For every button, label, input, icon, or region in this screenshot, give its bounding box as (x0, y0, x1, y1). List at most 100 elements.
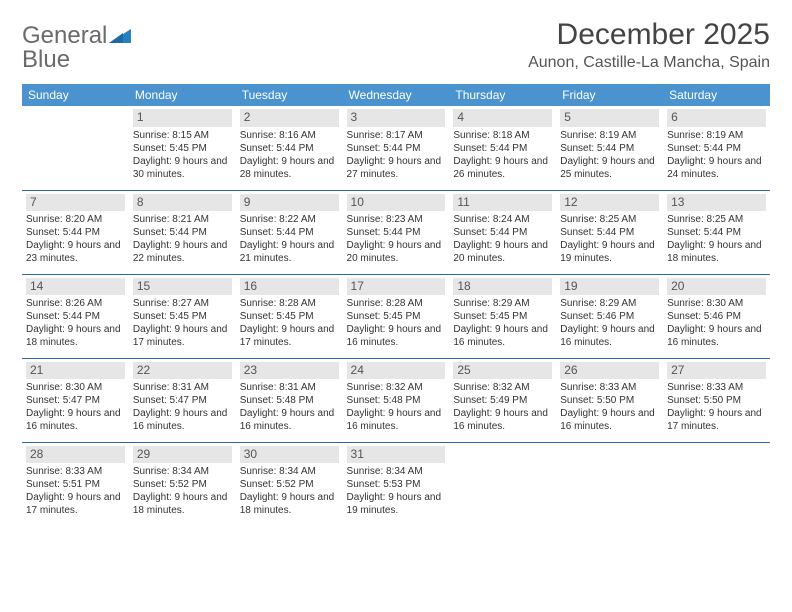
sunset-line: Sunset: 5:50 PM (667, 394, 766, 407)
calendar-table: Sunday Monday Tuesday Wednesday Thursday… (22, 84, 770, 526)
calendar-cell: 18Sunrise: 8:29 AMSunset: 5:45 PMDayligh… (449, 274, 556, 358)
sunrise-line: Sunrise: 8:28 AM (347, 297, 446, 310)
calendar-cell: 15Sunrise: 8:27 AMSunset: 5:45 PMDayligh… (129, 274, 236, 358)
sunset-line: Sunset: 5:44 PM (347, 226, 446, 239)
day-number: 28 (26, 446, 125, 464)
calendar-cell: 13Sunrise: 8:25 AMSunset: 5:44 PMDayligh… (663, 190, 770, 274)
day-header: Thursday (449, 84, 556, 106)
sunset-line: Sunset: 5:48 PM (347, 394, 446, 407)
sunrise-line: Sunrise: 8:15 AM (133, 129, 232, 142)
sunset-line: Sunset: 5:44 PM (240, 226, 339, 239)
day-number: 29 (133, 446, 232, 464)
day-number: 25 (453, 362, 552, 380)
calendar-cell: 1Sunrise: 8:15 AMSunset: 5:45 PMDaylight… (129, 106, 236, 190)
sunset-line: Sunset: 5:52 PM (240, 478, 339, 491)
sunrise-line: Sunrise: 8:22 AM (240, 213, 339, 226)
sunrise-line: Sunrise: 8:32 AM (347, 381, 446, 394)
calendar-cell: 27Sunrise: 8:33 AMSunset: 5:50 PMDayligh… (663, 358, 770, 442)
calendar-cell: 30Sunrise: 8:34 AMSunset: 5:52 PMDayligh… (236, 442, 343, 526)
sunrise-line: Sunrise: 8:31 AM (133, 381, 232, 394)
sunrise-line: Sunrise: 8:29 AM (560, 297, 659, 310)
sunset-line: Sunset: 5:44 PM (667, 226, 766, 239)
day-number: 16 (240, 278, 339, 296)
day-number: 7 (26, 194, 125, 212)
calendar-cell (449, 442, 556, 526)
day-number: 23 (240, 362, 339, 380)
day-number: 20 (667, 278, 766, 296)
sunset-line: Sunset: 5:45 PM (347, 310, 446, 323)
sunset-line: Sunset: 5:45 PM (453, 310, 552, 323)
header: General Blue December 2025 Aunon, Castil… (22, 18, 770, 72)
sunrise-line: Sunrise: 8:26 AM (26, 297, 125, 310)
day-number: 11 (453, 194, 552, 212)
sunset-line: Sunset: 5:47 PM (26, 394, 125, 407)
sunset-line: Sunset: 5:44 PM (453, 142, 552, 155)
sunrise-line: Sunrise: 8:34 AM (133, 465, 232, 478)
day-number: 30 (240, 446, 339, 464)
calendar-cell: 7Sunrise: 8:20 AMSunset: 5:44 PMDaylight… (22, 190, 129, 274)
daylight-line: Daylight: 9 hours and 22 minutes. (133, 239, 232, 265)
calendar-cell: 5Sunrise: 8:19 AMSunset: 5:44 PMDaylight… (556, 106, 663, 190)
day-number: 4 (453, 109, 552, 127)
sunset-line: Sunset: 5:51 PM (26, 478, 125, 491)
calendar-row: 21Sunrise: 8:30 AMSunset: 5:47 PMDayligh… (22, 358, 770, 442)
daylight-line: Daylight: 9 hours and 20 minutes. (453, 239, 552, 265)
day-header: Tuesday (236, 84, 343, 106)
sunset-line: Sunset: 5:44 PM (560, 142, 659, 155)
calendar-row: 7Sunrise: 8:20 AMSunset: 5:44 PMDaylight… (22, 190, 770, 274)
title-block: December 2025 Aunon, Castille-La Mancha,… (528, 18, 770, 72)
logo-text: General Blue (22, 24, 131, 72)
sunset-line: Sunset: 5:46 PM (667, 310, 766, 323)
daylight-line: Daylight: 9 hours and 17 minutes. (133, 323, 232, 349)
sunrise-line: Sunrise: 8:33 AM (667, 381, 766, 394)
sunset-line: Sunset: 5:44 PM (453, 226, 552, 239)
daylight-line: Daylight: 9 hours and 16 minutes. (26, 407, 125, 433)
sunset-line: Sunset: 5:44 PM (26, 310, 125, 323)
daylight-line: Daylight: 9 hours and 16 minutes. (453, 323, 552, 349)
sunset-line: Sunset: 5:45 PM (133, 310, 232, 323)
calendar-cell: 21Sunrise: 8:30 AMSunset: 5:47 PMDayligh… (22, 358, 129, 442)
day-number: 13 (667, 194, 766, 212)
calendar-cell: 24Sunrise: 8:32 AMSunset: 5:48 PMDayligh… (343, 358, 450, 442)
sunset-line: Sunset: 5:45 PM (240, 310, 339, 323)
calendar-cell: 11Sunrise: 8:24 AMSunset: 5:44 PMDayligh… (449, 190, 556, 274)
day-number: 10 (347, 194, 446, 212)
sunset-line: Sunset: 5:44 PM (347, 142, 446, 155)
sunset-line: Sunset: 5:47 PM (133, 394, 232, 407)
day-number: 31 (347, 446, 446, 464)
daylight-line: Daylight: 9 hours and 19 minutes. (560, 239, 659, 265)
day-number: 6 (667, 109, 766, 127)
calendar-cell: 6Sunrise: 8:19 AMSunset: 5:44 PMDaylight… (663, 106, 770, 190)
calendar-cell: 22Sunrise: 8:31 AMSunset: 5:47 PMDayligh… (129, 358, 236, 442)
logo-triangle-icon (109, 30, 131, 47)
calendar-cell: 4Sunrise: 8:18 AMSunset: 5:44 PMDaylight… (449, 106, 556, 190)
calendar-cell: 17Sunrise: 8:28 AMSunset: 5:45 PMDayligh… (343, 274, 450, 358)
sunrise-line: Sunrise: 8:29 AM (453, 297, 552, 310)
sunrise-line: Sunrise: 8:33 AM (560, 381, 659, 394)
calendar-cell: 19Sunrise: 8:29 AMSunset: 5:46 PMDayligh… (556, 274, 663, 358)
calendar-cell: 9Sunrise: 8:22 AMSunset: 5:44 PMDaylight… (236, 190, 343, 274)
sunrise-line: Sunrise: 8:34 AM (240, 465, 339, 478)
calendar-row: 1Sunrise: 8:15 AMSunset: 5:45 PMDaylight… (22, 106, 770, 190)
sunrise-line: Sunrise: 8:19 AM (560, 129, 659, 142)
daylight-line: Daylight: 9 hours and 16 minutes. (560, 407, 659, 433)
calendar-cell (22, 106, 129, 190)
day-header-row: Sunday Monday Tuesday Wednesday Thursday… (22, 84, 770, 106)
calendar-cell: 26Sunrise: 8:33 AMSunset: 5:50 PMDayligh… (556, 358, 663, 442)
calendar-cell (663, 442, 770, 526)
sunrise-line: Sunrise: 8:25 AM (560, 213, 659, 226)
sunrise-line: Sunrise: 8:23 AM (347, 213, 446, 226)
sunrise-line: Sunrise: 8:19 AM (667, 129, 766, 142)
sunrise-line: Sunrise: 8:30 AM (667, 297, 766, 310)
calendar-cell: 20Sunrise: 8:30 AMSunset: 5:46 PMDayligh… (663, 274, 770, 358)
daylight-line: Daylight: 9 hours and 21 minutes. (240, 239, 339, 265)
day-header: Monday (129, 84, 236, 106)
day-number: 1 (133, 109, 232, 127)
day-header: Sunday (22, 84, 129, 106)
calendar-cell: 16Sunrise: 8:28 AMSunset: 5:45 PMDayligh… (236, 274, 343, 358)
calendar-cell: 12Sunrise: 8:25 AMSunset: 5:44 PMDayligh… (556, 190, 663, 274)
sunrise-line: Sunrise: 8:21 AM (133, 213, 232, 226)
daylight-line: Daylight: 9 hours and 16 minutes. (347, 407, 446, 433)
sunrise-line: Sunrise: 8:34 AM (347, 465, 446, 478)
sunset-line: Sunset: 5:44 PM (133, 226, 232, 239)
